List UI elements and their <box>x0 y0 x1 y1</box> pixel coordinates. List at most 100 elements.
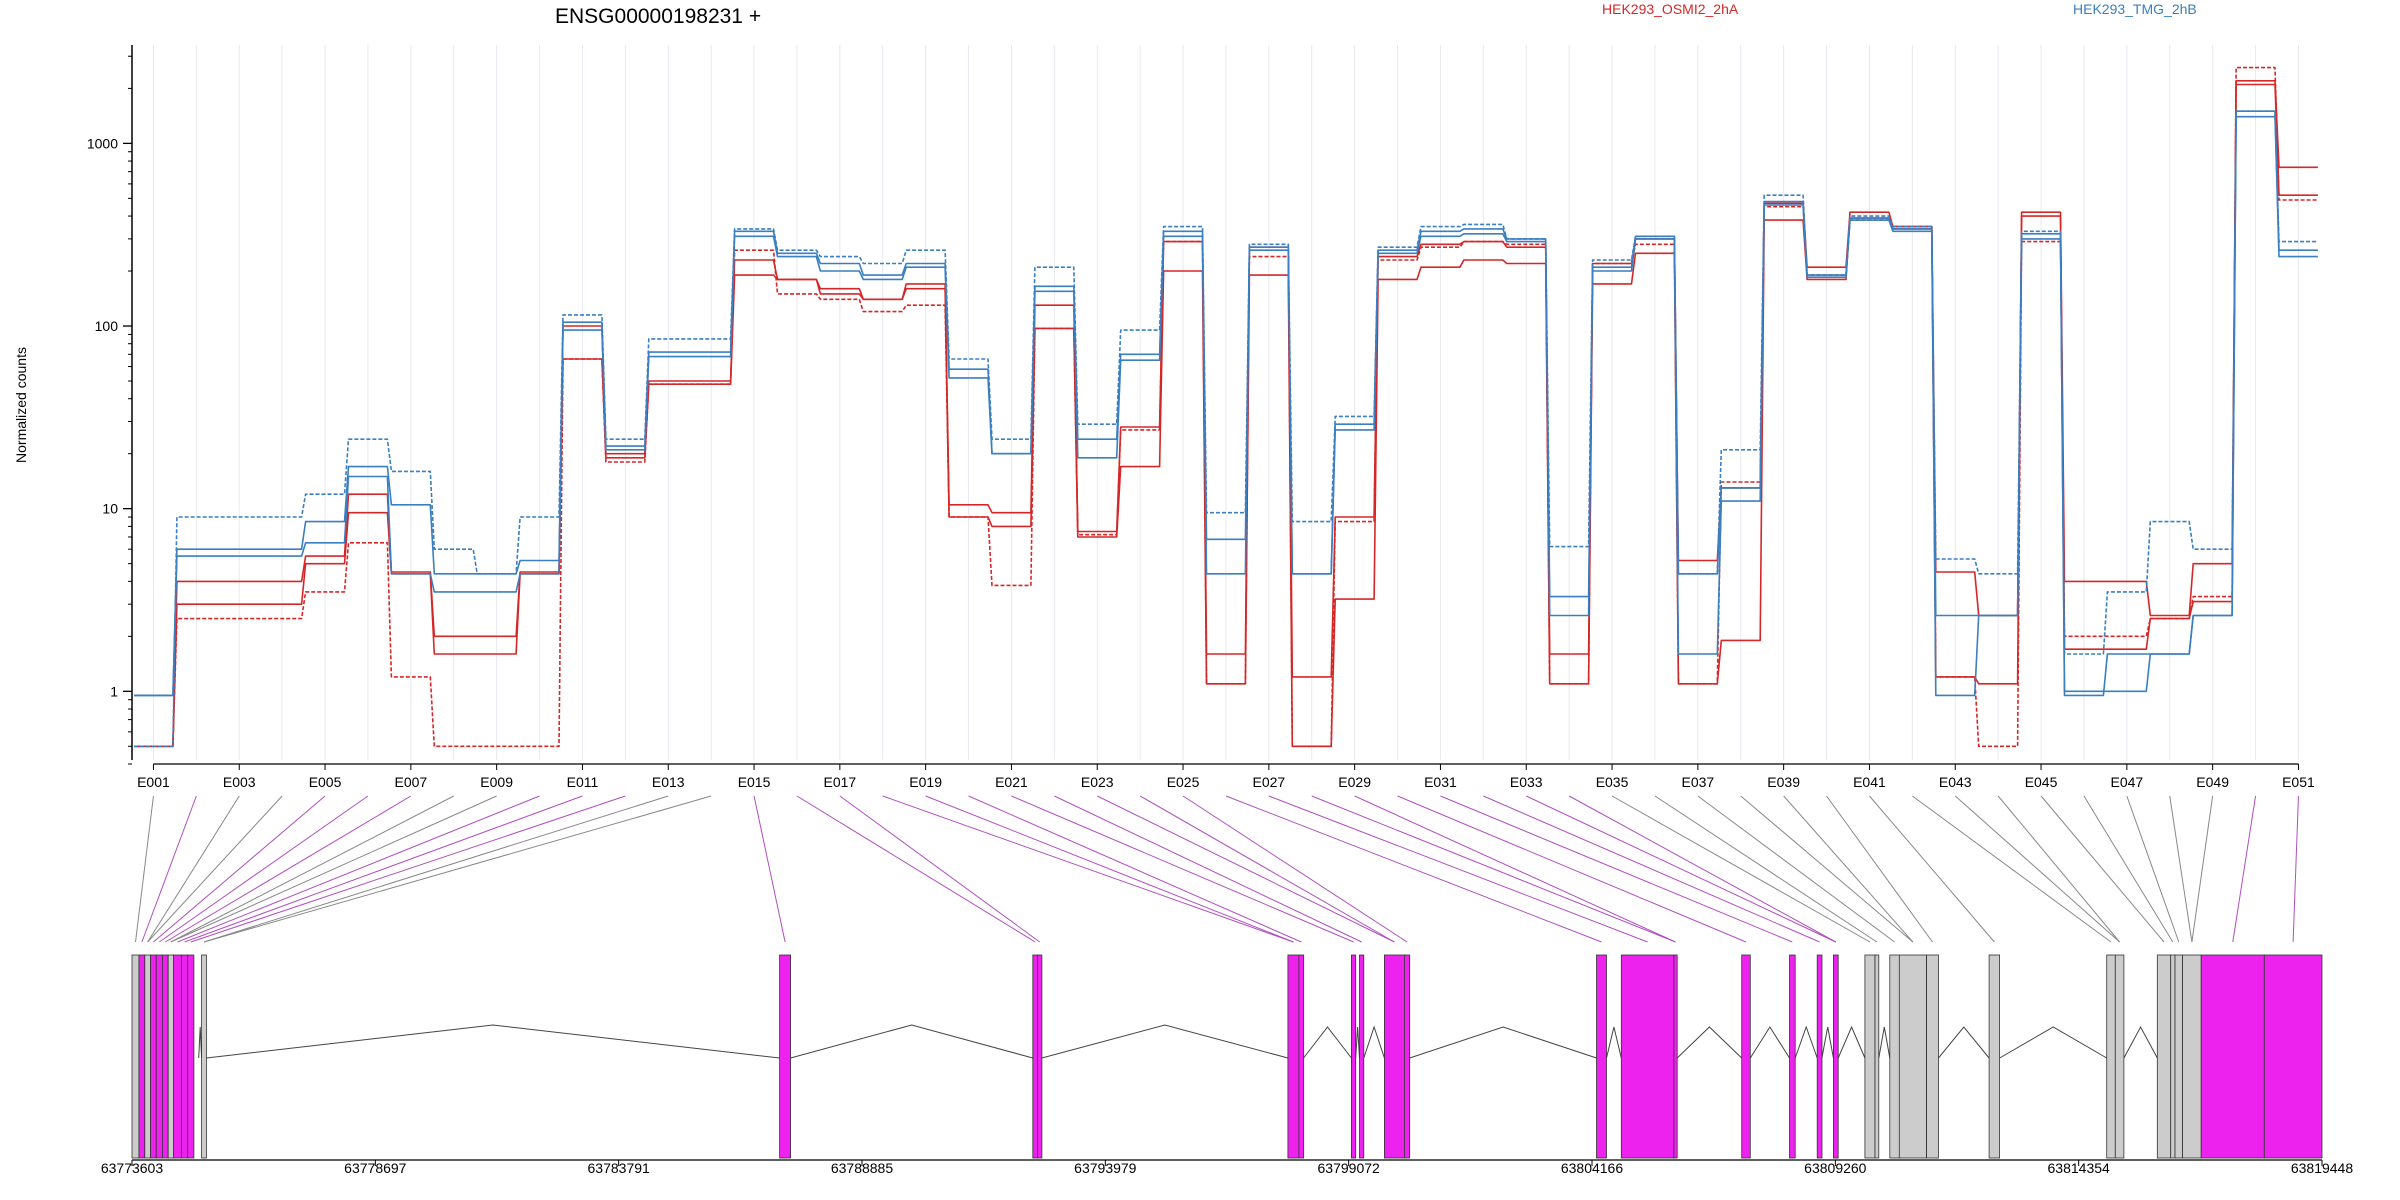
genome-tick-label: 63778697 <box>344 1160 407 1176</box>
exon-connector <box>165 795 412 943</box>
intron-line <box>1794 1025 1818 1059</box>
intron-line <box>1355 1026 1360 1059</box>
exon-connector <box>135 795 154 943</box>
x-tick-label: E031 <box>1424 774 1457 790</box>
exon-block-differential <box>161 954 169 1159</box>
exon-block <box>167 954 174 1159</box>
exon-connector <box>2040 795 2165 943</box>
exon-block <box>2170 954 2176 1159</box>
exon-block <box>1889 954 1900 1159</box>
intron-line <box>1676 1026 1743 1059</box>
x-tick-label: E001 <box>137 774 170 790</box>
exon-block <box>131 954 140 1159</box>
exon-block-differential <box>1404 954 1411 1159</box>
exon-connector <box>1611 795 1871 943</box>
exon-connector <box>2232 795 2257 943</box>
y-tick-label: 10 <box>102 501 118 517</box>
intron-line <box>1606 1026 1622 1059</box>
exon-connector <box>839 795 1040 943</box>
exon-connector <box>159 795 369 943</box>
exon-block-differential <box>1741 954 1751 1159</box>
exon-block-differential <box>155 954 163 1159</box>
exon-connector <box>177 795 540 943</box>
exon-connector <box>1697 795 1895 943</box>
intron-line <box>1837 1025 1866 1059</box>
exon-connector <box>1097 795 1395 943</box>
intron-line <box>1303 1026 1352 1059</box>
exon-connector <box>1397 795 1747 943</box>
x-tick-label: E039 <box>1767 774 1800 790</box>
exon-connector <box>882 795 1294 943</box>
x-tick-label: E017 <box>823 774 856 790</box>
exon-connector <box>796 795 1036 943</box>
exon-block-differential <box>1789 954 1796 1159</box>
exon-block-differential <box>1298 954 1305 1159</box>
genome-tick-label: 63788885 <box>831 1160 894 1176</box>
x-tick-label: E019 <box>909 774 942 790</box>
intron-line <box>1409 1026 1597 1059</box>
exon-block <box>1926 954 1939 1159</box>
x-tick-label: E011 <box>567 774 599 790</box>
exon-connector <box>1526 795 1837 943</box>
exon-block <box>2114 954 2125 1159</box>
gene-model: 63773603 63778697 63783791 63788885 63793979… <box>101 795 2354 1176</box>
exon-connector <box>1826 795 1933 943</box>
x-tick-label: E023 <box>1081 774 1114 790</box>
exon-block-differential <box>187 954 195 1159</box>
exon-connector <box>1139 795 1395 943</box>
exon-block-differential <box>2200 954 2265 1159</box>
genome-tick-label: 63819448 <box>2291 1160 2354 1176</box>
intron-line <box>2123 1025 2158 1059</box>
intron-line <box>1878 1026 1891 1059</box>
exon-connector <box>1568 795 1837 943</box>
genome-tick-label: 63793979 <box>1074 1160 1137 1176</box>
x-tick-label: E003 <box>223 774 256 790</box>
exon-connector <box>2191 795 2214 943</box>
series-line <box>134 66 2318 748</box>
exon-block-differential <box>1816 954 1823 1159</box>
intron-line <box>198 1026 203 1059</box>
exon-block-differential <box>181 954 189 1159</box>
exon-connector <box>1654 795 1878 943</box>
genome-tick-label: 63804166 <box>1561 1160 1624 1176</box>
exon-connector <box>147 795 283 943</box>
exon-block <box>2156 954 2172 1159</box>
x-tick-label: E013 <box>652 774 685 790</box>
exon-block <box>2106 954 2116 1159</box>
exon-block <box>2182 954 2202 1159</box>
x-tick-label: E015 <box>738 774 771 790</box>
exon-block <box>1864 954 1876 1159</box>
exon-connector <box>1011 795 1354 943</box>
plot-area: 1 10 100 1000 E001 E003 E005 E007 E009 E011 E013 E0… <box>87 45 2318 790</box>
exon-connector <box>925 795 1294 943</box>
exon-connector <box>1440 795 1793 943</box>
genome-tick-label: 63814354 <box>2048 1160 2111 1176</box>
series-line <box>134 110 2318 697</box>
intron-line <box>790 1024 1033 1059</box>
series-line <box>134 80 2318 748</box>
exon-block <box>201 954 207 1159</box>
y-tick-label: 100 <box>95 318 119 334</box>
exon-block-differential <box>172 954 182 1159</box>
exon-connector <box>1268 795 1648 943</box>
exon-connector <box>1740 795 1914 943</box>
genome-tick-label: 63799072 <box>1318 1160 1381 1176</box>
exon-connector <box>1225 795 1602 943</box>
x-tick-label: E045 <box>2025 774 2058 790</box>
x-tick-label: E007 <box>394 774 427 790</box>
exon-connector <box>753 795 786 943</box>
exon-block <box>2174 954 2183 1159</box>
exon-block <box>144 954 151 1159</box>
intron-line <box>1938 1026 1990 1059</box>
x-tick-label: E037 <box>1681 774 1714 790</box>
intron-line <box>1041 1024 1289 1059</box>
x-tick-label: E049 <box>2196 774 2229 790</box>
exon-connector <box>2126 795 2180 943</box>
genome-tick-label: 63783791 <box>588 1160 651 1176</box>
exon-block-differential <box>1384 954 1405 1159</box>
exon-connector <box>153 795 326 943</box>
exon-block-differential <box>150 954 157 1159</box>
exon-connector <box>1997 795 2120 943</box>
exon-connector <box>141 795 197 943</box>
